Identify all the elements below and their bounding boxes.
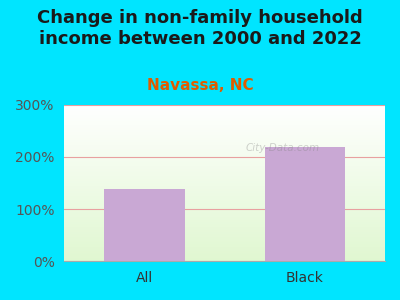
Bar — [104, 189, 184, 261]
Text: Change in non-family household
income between 2000 and 2022: Change in non-family household income be… — [37, 9, 363, 48]
Text: Navassa, NC: Navassa, NC — [147, 78, 253, 93]
Bar — [265, 147, 345, 261]
Text: City-Data.com: City-Data.com — [245, 143, 320, 153]
